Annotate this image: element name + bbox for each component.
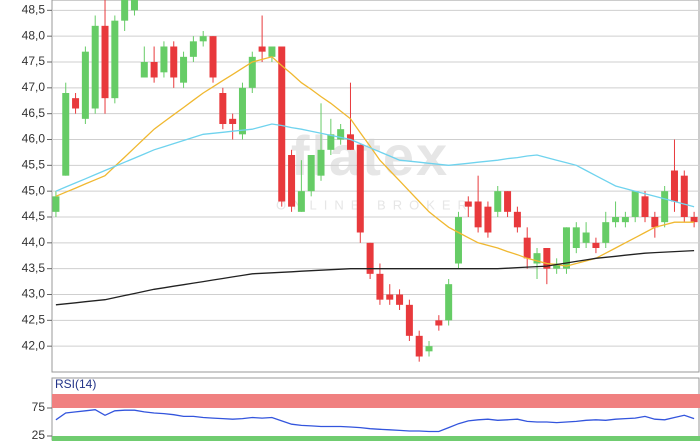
candle-body [307,155,315,192]
y-tick-label: 25 [32,428,46,441]
y-tick-label: 46,0 [22,132,46,146]
candle-body [346,134,354,150]
y-tick-label: 44,0 [22,235,46,249]
rsi-plot [52,394,700,441]
y-tick-label: 44,5 [22,209,46,223]
candle-body [81,51,89,119]
candle-body [405,304,413,336]
main-plot [52,0,700,362]
candle-body [268,46,276,57]
rsi-axis: 75 25 [32,400,52,441]
candle-body [464,201,472,207]
candle-body [572,227,580,248]
candle-body [504,191,512,212]
rsi-line [55,409,695,433]
candle-body [562,227,570,269]
candle-body [52,196,60,212]
candle-body [72,98,80,109]
candle-body [297,191,305,212]
y-tick-label: 75 [32,400,46,414]
candle-body [680,175,688,217]
moving-average [55,249,695,306]
candle-body [160,46,168,73]
y-tick-label: 42,5 [22,313,46,327]
candle-body [327,134,335,150]
candle-body [62,93,70,176]
candle-body [690,217,698,223]
candle-body [670,170,678,202]
candle-body [425,346,433,352]
y-tick-label: 42,0 [22,338,46,352]
candle-body [356,144,364,233]
candle-body [219,93,227,124]
candle-body [602,222,610,243]
candle-body [621,217,629,223]
candle-body [631,191,639,217]
y-tick-label: 43,5 [22,261,46,275]
candle-body [494,191,502,212]
candle-body [553,263,561,269]
candle-body [445,284,453,321]
moving-average [55,56,695,267]
y-tick-label: 47,5 [22,54,46,68]
candle-body [523,237,531,259]
y-tick-label: 48,5 [22,3,46,17]
y-tick-label: 45,0 [22,183,46,197]
candle-body [140,62,148,78]
candle-body [513,211,521,228]
moving-average [55,123,695,208]
candle-body [258,46,266,52]
oversold-band [52,436,700,441]
candle-body [641,196,649,217]
candle-body [150,62,158,78]
candle-body [386,294,394,300]
candle-body [180,56,188,83]
watermark-subtitle: ONLINE BROKER [276,197,474,212]
candle-body [582,232,590,243]
candle-body [91,25,99,109]
candle-body [454,217,462,264]
candle-body [661,191,669,223]
candle-body [248,56,256,88]
candle-body [130,0,138,11]
y-tick-label: 43,0 [22,287,46,301]
watermark: flatex [291,124,449,187]
candle-body [170,46,178,78]
y-tick-label: 46,5 [22,106,46,120]
candle-body [533,253,541,264]
candle-body [317,149,325,176]
candle-body [101,25,109,99]
candle-body [543,248,551,269]
candle-body [612,217,620,223]
y-tick-label: 47,0 [22,80,46,94]
candle-body [229,118,237,124]
candle-body [337,129,345,140]
candle-body [209,36,217,78]
candle-body [121,0,129,21]
y-tick-label: 45,5 [22,158,46,172]
rsi-title: RSI(14) [55,377,96,391]
candle-body [484,206,492,233]
candle-body [415,335,423,357]
candle-body [199,36,207,42]
overbought-band [52,394,700,408]
candle-body [111,20,119,99]
candle-body [238,87,246,135]
y-tick-label: 48,0 [22,28,46,42]
candle-body [366,242,374,274]
candle-body [189,41,197,57]
candle-body [396,294,404,305]
candle-body [474,201,482,228]
candle-body [592,242,600,248]
candle-body [278,46,286,202]
candle-body [651,217,659,228]
candle-body [376,273,384,300]
rsi-panel [51,377,700,441]
candle-body [288,155,296,207]
main-axis: 42,0 42,5 43,0 43,5 44,0 44,5 45,0 45,5 46,0 46,5… [22,3,52,352]
candle-body [435,320,443,326]
